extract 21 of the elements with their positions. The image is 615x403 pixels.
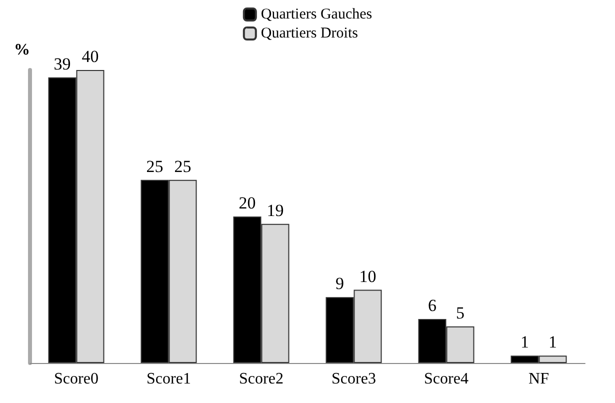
x-tick-label: Score0	[54, 370, 98, 388]
data-label: 25	[174, 156, 192, 176]
data-label: 10	[359, 266, 376, 286]
x-tick-label: Score2	[239, 370, 284, 388]
x-tick-label: Score4	[424, 370, 468, 388]
data-label: 40	[82, 47, 99, 66]
legend-label: Quartiers Droits	[260, 26, 358, 42]
data-label: 6	[428, 296, 436, 316]
legend-label: Quartiers Gauches	[260, 6, 372, 22]
data-label: 19	[266, 200, 284, 220]
data-label: 25	[146, 156, 164, 176]
x-tick-label: NF	[528, 370, 550, 388]
data-label: 5	[456, 303, 464, 322]
data-label: 39	[54, 54, 71, 74]
y-axis-title: %	[14, 42, 30, 58]
data-label: 20	[238, 194, 256, 212]
data-label: 1	[548, 332, 557, 352]
data-label: 9	[336, 274, 344, 294]
x-tick-label: Score3	[332, 370, 376, 388]
data-label: 1	[520, 332, 529, 352]
x-tick-label: Score1	[146, 370, 191, 388]
